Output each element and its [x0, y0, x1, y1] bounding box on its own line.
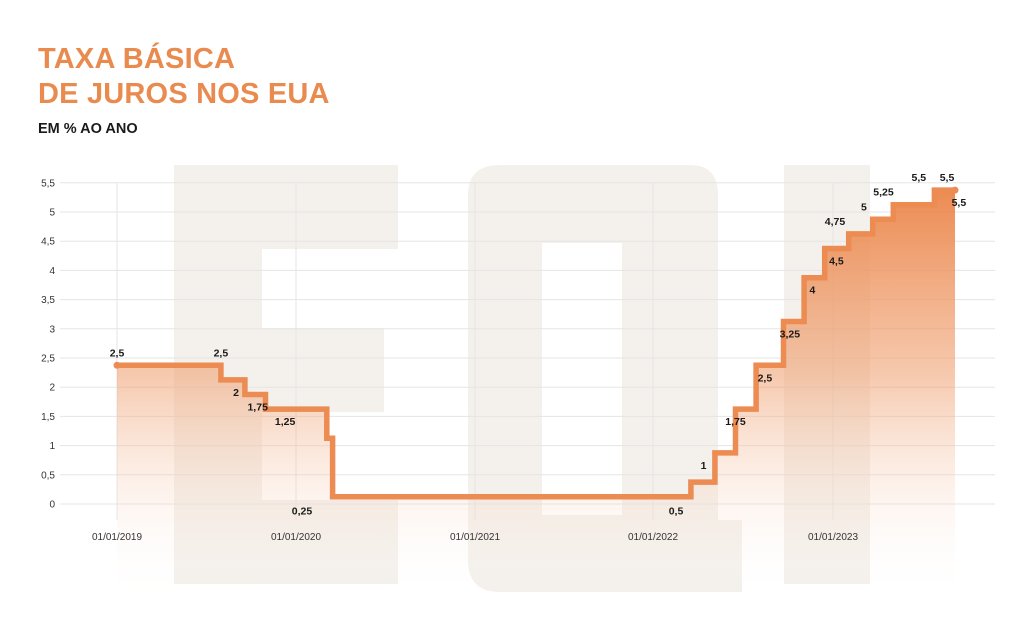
x-tick-label: 01/01/2021 — [450, 532, 500, 543]
data-label: 2,5 — [758, 372, 773, 384]
data-label: 3,25 — [780, 329, 801, 341]
data-label: 1,25 — [275, 416, 296, 428]
y-tick-label: 4,5 — [41, 237, 55, 248]
data-label: 0,25 — [292, 506, 313, 518]
data-label: 2,5 — [214, 347, 229, 359]
data-label: 2 — [233, 387, 239, 399]
y-tick-label: 0 — [49, 500, 55, 511]
area-shape — [117, 190, 955, 600]
data-label: 4 — [809, 285, 815, 297]
y-tick-label: 1 — [49, 441, 55, 452]
y-tick-label: 2 — [49, 383, 55, 394]
y-tick-label: 5 — [49, 208, 55, 219]
y-tick-label: 5,5 — [41, 178, 55, 189]
y-axis-ticks: 0 0,5 1 1,5 2 2,5 3 3,5 4 4,5 5 5,5 — [41, 178, 55, 510]
step-line — [114, 187, 958, 500]
chart-title: TAXA BÁSICA DE JUROS NOS EUA — [38, 42, 330, 112]
data-label: 4,5 — [829, 256, 844, 268]
data-label: 1,75 — [725, 416, 746, 428]
data-label: 1 — [701, 460, 707, 472]
series-line — [113, 186, 959, 500]
y-tick-label: 3 — [49, 324, 55, 335]
data-label: 0,5 — [669, 506, 684, 518]
title-line-1: TAXA BÁSICA — [38, 43, 236, 75]
y-tick-label: 1,5 — [41, 412, 55, 423]
data-label: 5,5 — [952, 197, 967, 209]
x-tick-label: 01/01/2022 — [628, 532, 678, 543]
data-label: 5,5 — [940, 172, 955, 184]
x-tick-label: 01/01/2023 — [808, 532, 858, 543]
series-end-point — [951, 186, 959, 194]
x-tick-label: 01/01/2020 — [271, 532, 321, 543]
data-labels: 2,5 2,5 2 1,75 1,25 0,25 0,5 1 1,75 2,5 3,25 4 4,5 4,… — [110, 172, 967, 518]
data-label: 5,25 — [873, 187, 894, 199]
data-label: 5 — [861, 201, 867, 213]
y-tick-label: 2,5 — [41, 354, 55, 365]
series-start-point — [113, 361, 121, 369]
data-label: 5,5 — [911, 172, 926, 184]
data-label: 4,75 — [825, 216, 846, 228]
chart-subtitle: EM % AO ANO — [38, 121, 138, 137]
watermark-letter-q — [468, 165, 718, 592]
y-tick-label: 3,5 — [41, 295, 55, 306]
data-label: 1,75 — [247, 402, 268, 414]
x-tick-label: 01/01/2019 — [92, 532, 142, 543]
x-axis-ticks: 01/01/2019 01/01/2020 01/01/2021 01/01/2022… — [92, 532, 858, 543]
y-tick-label: 4 — [49, 266, 55, 277]
title-line-2: DE JUROS NOS EUA — [38, 78, 330, 110]
data-label: 2,5 — [110, 347, 125, 359]
y-tick-label: 0,5 — [41, 470, 55, 481]
area-fill — [117, 190, 955, 600]
